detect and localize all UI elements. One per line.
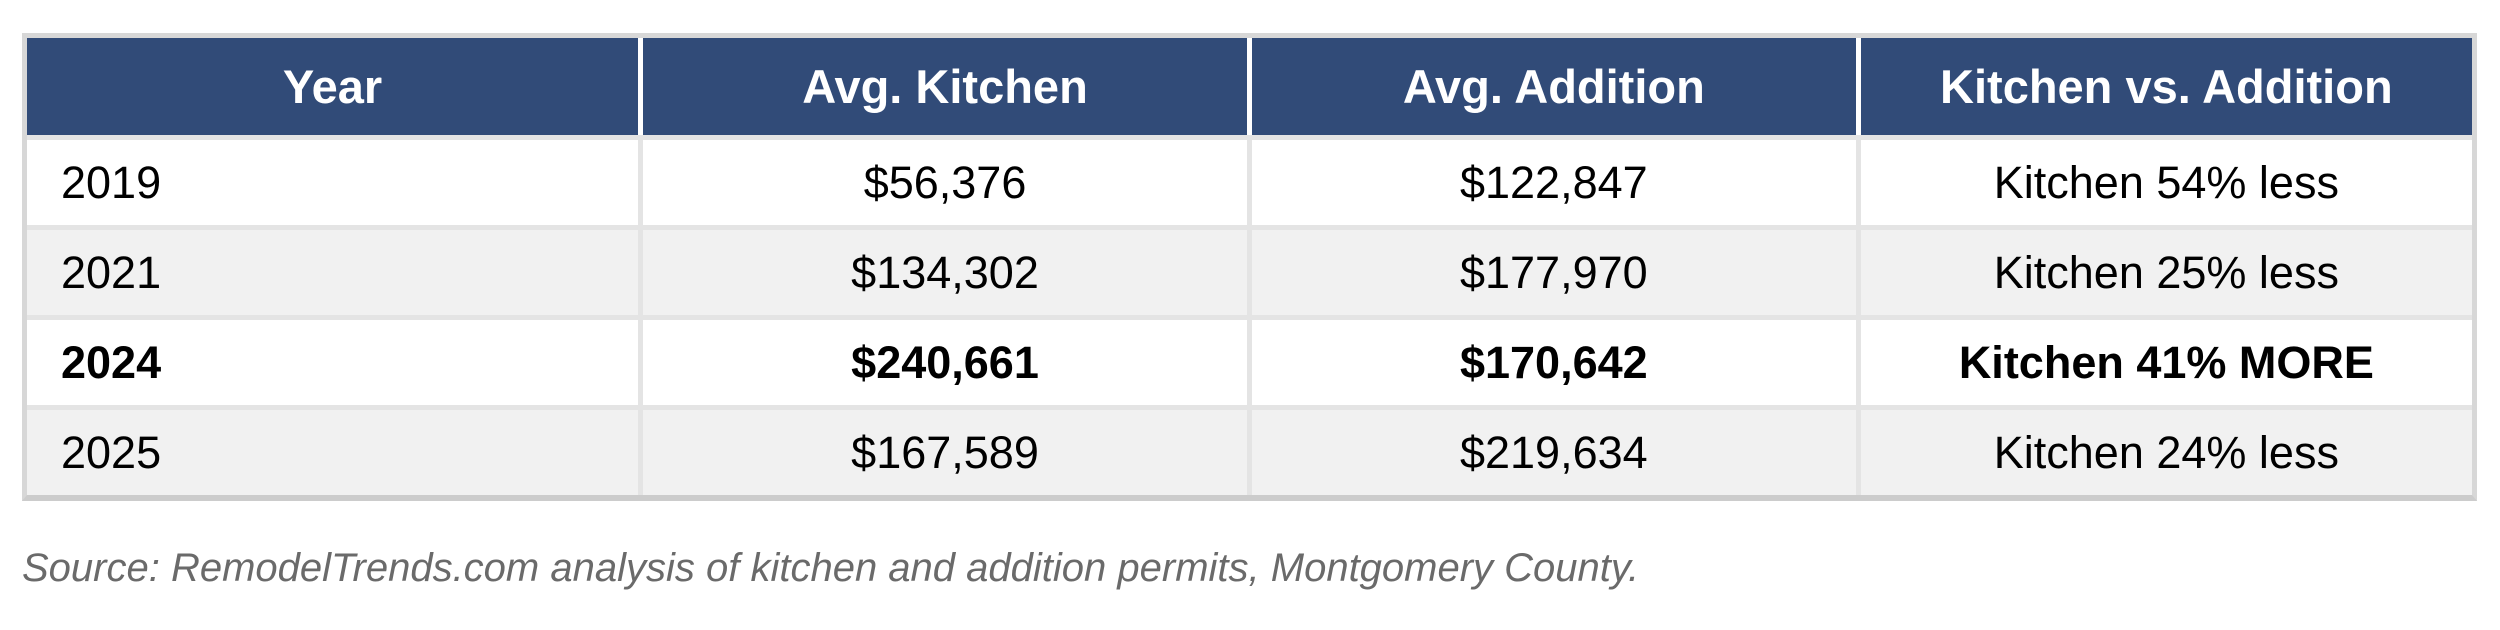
year-cell: 2025 bbox=[27, 405, 644, 495]
avg-kitchen-cell: $134,302 bbox=[643, 225, 1252, 315]
avg-addition-cell: $219,634 bbox=[1251, 405, 1861, 495]
avg-addition-cell: $170,642 bbox=[1251, 315, 1861, 405]
year-cell: 2021 bbox=[27, 225, 644, 315]
comparison-cell: Kitchen 54% less bbox=[1860, 135, 2472, 225]
column-header-avg-addition: Avg. Addition bbox=[1251, 38, 1861, 135]
comparison-cell: Kitchen 41% MORE bbox=[1860, 315, 2472, 405]
source-note: Source: RemodelTrends.com analysis of ki… bbox=[22, 546, 1640, 590]
year-cell: 2019 bbox=[27, 135, 644, 225]
column-header-avg-kitchen: Avg. Kitchen bbox=[643, 38, 1252, 135]
table-row-highlighted: 2024 $240,661 $170,642 Kitchen 41% MORE bbox=[27, 315, 2472, 405]
column-header-kitchen-vs-addition: Kitchen vs. Addition bbox=[1860, 38, 2472, 135]
cost-comparison-table: Year Avg. Kitchen Avg. Addition Kitchen … bbox=[22, 33, 2477, 501]
avg-addition-cell: $177,970 bbox=[1251, 225, 1861, 315]
avg-kitchen-cell: $56,376 bbox=[643, 135, 1252, 225]
comparison-cell: Kitchen 24% less bbox=[1860, 405, 2472, 495]
avg-kitchen-cell: $240,661 bbox=[643, 315, 1252, 405]
table-row: 2019 $56,376 $122,847 Kitchen 54% less bbox=[27, 135, 2472, 225]
avg-addition-cell: $122,847 bbox=[1251, 135, 1861, 225]
table-header: Year Avg. Kitchen Avg. Addition Kitchen … bbox=[27, 38, 2472, 135]
comparison-cell: Kitchen 25% less bbox=[1860, 225, 2472, 315]
table-body: 2019 $56,376 $122,847 Kitchen 54% less 2… bbox=[27, 135, 2472, 495]
year-cell: 2024 bbox=[27, 315, 644, 405]
column-header-year: Year bbox=[27, 38, 644, 135]
table-row: 2021 $134,302 $177,970 Kitchen 25% less bbox=[27, 225, 2472, 315]
table-row: 2025 $167,589 $219,634 Kitchen 24% less bbox=[27, 405, 2472, 495]
avg-kitchen-cell: $167,589 bbox=[643, 405, 1252, 495]
header-row: Year Avg. Kitchen Avg. Addition Kitchen … bbox=[27, 38, 2472, 135]
